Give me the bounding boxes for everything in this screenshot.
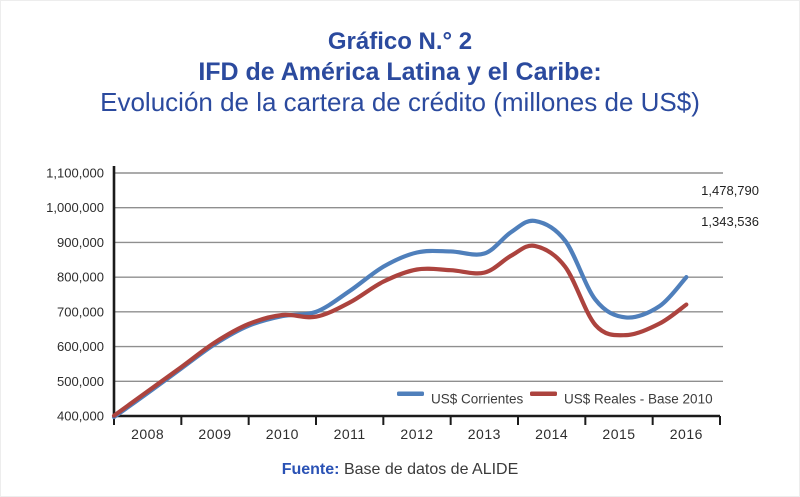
line-chart: 400,000 500,000 600,000 700,000 800,000 900,0… — [46, 166, 759, 443]
x-axis-label: 2008 — [131, 426, 164, 442]
y-axis-label: 1,100,000 — [46, 166, 104, 181]
source-label: Fuente: — [281, 461, 340, 478]
x-axis-label: 2014 — [535, 426, 568, 442]
y-axis-label: 400,000 — [57, 409, 104, 424]
chart-title-block: Gráfico N.° 2 IFD de América Latina y el… — [1, 27, 799, 118]
y-axis-label: 600,000 — [57, 339, 104, 354]
chart-title-line2: IFD de América Latina y el Caribe: — [198, 58, 602, 86]
y-axis-label: 500,000 — [57, 374, 104, 389]
chart-subtitle: Evolución de la cartera de crédito (mill… — [100, 87, 700, 117]
x-axis-label: 2015 — [602, 426, 635, 442]
legend-swatch-corrientes — [397, 391, 424, 396]
y-axis-label: 1,000,000 — [46, 200, 104, 215]
y-axis-label: 700,000 — [57, 304, 104, 319]
x-axis-label: 2012 — [400, 426, 433, 442]
chart-title-line1: Gráfico N.° 2 — [327, 28, 473, 55]
source-text: Base de datos de ALIDE — [343, 461, 519, 478]
value-annotation: 1,478,790 — [701, 183, 759, 198]
y-axis-label: 800,000 — [57, 270, 104, 285]
x-axis-label: 2009 — [198, 426, 231, 442]
chart-line-us-reales-base-2010 — [111, 243, 689, 418]
legend-label-reales: US$ Reales - Base 2010 — [564, 392, 713, 407]
x-axis-label: 2010 — [266, 426, 299, 442]
source-note: Fuente: Base de datos de ALIDE — [1, 461, 799, 479]
x-axis-label: 2016 — [670, 426, 703, 442]
y-axis-label: 900,000 — [57, 235, 104, 250]
x-axis-label: 2013 — [468, 426, 501, 442]
legend-swatch-reales — [530, 391, 557, 396]
x-axis-label: 2011 — [334, 426, 366, 442]
chart-line-us-corrientes — [111, 218, 689, 420]
legend-label-corrientes: US$ Corrientes — [431, 392, 524, 407]
value-annotation: 1,343,536 — [701, 214, 759, 229]
